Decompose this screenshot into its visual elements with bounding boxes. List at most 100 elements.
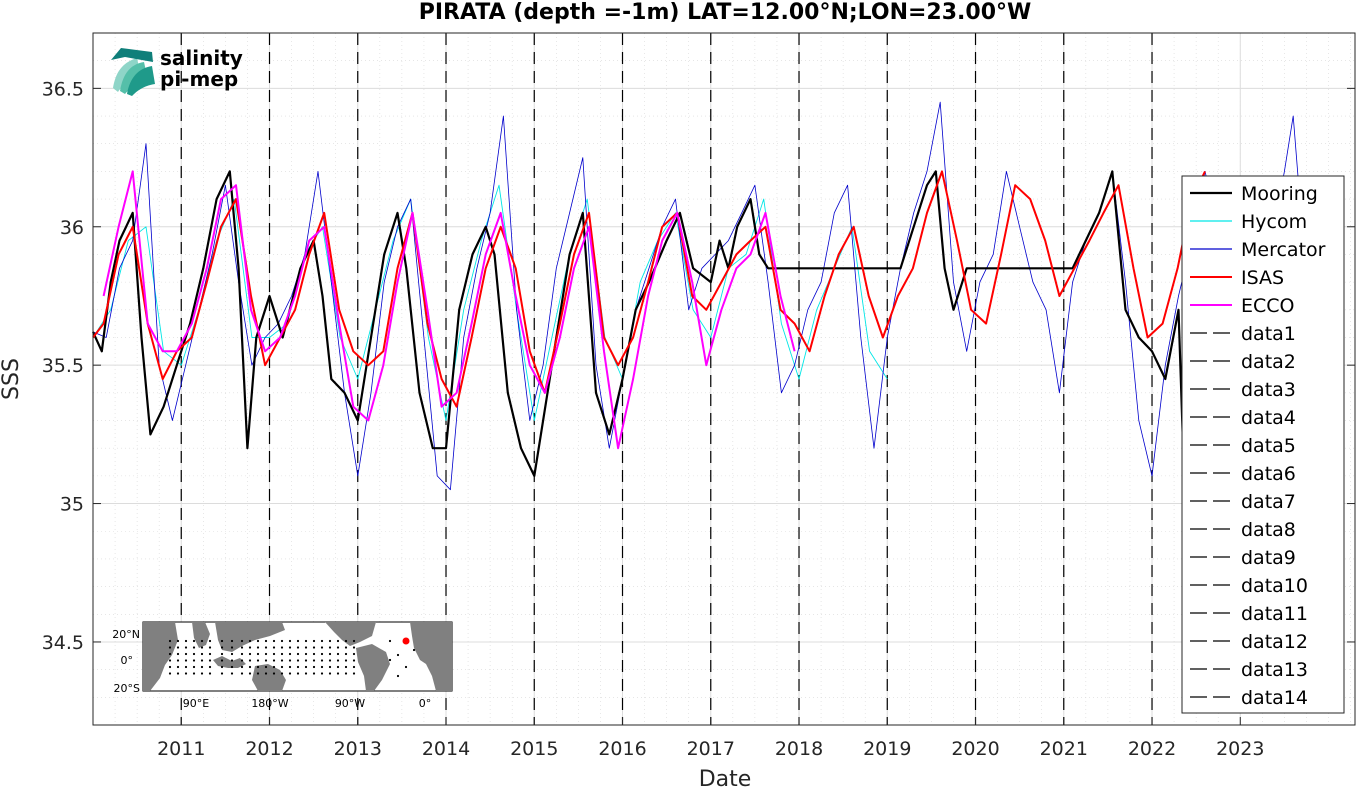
buoy-dot — [272, 672, 276, 675]
inset-lat-labels: 20°N 0° 20°S — [112, 628, 140, 695]
legend-item: ECCO — [1190, 295, 1295, 317]
buoy-dot — [304, 639, 308, 643]
buoy-dot — [388, 658, 392, 662]
buoy-dot — [296, 639, 300, 643]
legend-label: data13 — [1241, 659, 1308, 681]
buoy-dot — [192, 646, 196, 649]
buoy-dot — [272, 652, 276, 656]
logo-wave-icon — [111, 48, 155, 96]
buoy-dot — [320, 672, 324, 675]
buoy-dot — [280, 639, 284, 643]
x-axis-label: Date — [699, 767, 752, 790]
legend-label: data9 — [1241, 547, 1296, 569]
buoy-dot — [256, 672, 260, 675]
legend-label: data6 — [1241, 463, 1296, 485]
buoy-dot — [256, 652, 260, 656]
buoy-dot — [344, 652, 348, 656]
x-tick-label: 2014 — [422, 738, 470, 760]
buoy-dot — [296, 665, 300, 669]
buoy-dot — [184, 652, 188, 656]
buoy-dot — [344, 639, 348, 643]
buoy-dot — [192, 652, 196, 656]
buoy-dot — [220, 665, 224, 669]
legend-item: data8 — [1190, 519, 1296, 541]
buoy-dot — [396, 653, 400, 657]
buoy-dot — [336, 672, 340, 675]
x-tick-label: 2023 — [1216, 738, 1264, 760]
buoy-dot — [304, 665, 308, 669]
buoy-dot — [248, 652, 252, 656]
legend-item: data10 — [1190, 575, 1308, 597]
buoy-dot — [320, 646, 324, 649]
buoy-dot — [336, 665, 340, 669]
legend-label: data14 — [1241, 687, 1308, 709]
buoy-dot — [272, 659, 276, 662]
x-tick-label: 2016 — [598, 738, 646, 760]
legend-label: Mooring — [1241, 183, 1318, 205]
buoy-dot — [176, 639, 180, 643]
buoy-dot — [208, 646, 212, 649]
inset-lat-label: 20°S — [114, 682, 140, 695]
plot-frame — [92, 32, 1356, 726]
selected-location-marker — [402, 637, 410, 645]
legend-label: ISAS — [1241, 267, 1284, 289]
buoy-dot — [352, 665, 356, 669]
inset-map: 20°N 0° 20°S 90°E 180°W 90°W 0° — [112, 621, 453, 710]
x-tick-label: 2015 — [510, 738, 558, 760]
y-tick-label: 36.5 — [42, 78, 84, 100]
legend-label: data4 — [1241, 407, 1296, 429]
buoy-dot — [352, 639, 356, 643]
series-mooring-line — [91, 170, 1189, 573]
buoy-dot — [320, 652, 324, 656]
legend-item: data11 — [1190, 603, 1308, 625]
land-masses — [143, 622, 452, 691]
buoy-dot — [208, 659, 212, 662]
legend-label: data1 — [1241, 323, 1296, 345]
buoy-dot — [168, 646, 172, 649]
x-axis: 2011 2012 2013 2014 2015 2016 2017 2018 2019 2020… — [157, 717, 1264, 760]
buoy-dot — [220, 672, 224, 675]
buoy-dot — [280, 659, 284, 662]
buoy-dot — [352, 672, 356, 675]
buoy-dot — [328, 639, 332, 643]
buoy-dot — [208, 639, 212, 643]
x-tick-label: 2011 — [157, 738, 205, 760]
buoy-dot — [336, 639, 340, 643]
legend-label: data2 — [1241, 351, 1296, 373]
buoy-dot — [168, 659, 172, 662]
legend-item: data5 — [1190, 435, 1296, 457]
salinity-pi-mep-logo: salinity pi-mep — [111, 46, 243, 96]
buoy-dot — [396, 674, 400, 678]
buoy-dot — [264, 672, 268, 675]
buoy-dot — [280, 672, 284, 675]
buoy-dot — [328, 672, 332, 675]
legend-label: data3 — [1241, 379, 1296, 401]
buoy-dot — [256, 665, 260, 669]
legend-item: ISAS — [1190, 267, 1284, 289]
buoy-dot — [288, 652, 292, 656]
buoy-dot — [312, 665, 316, 669]
buoy-dot — [264, 659, 268, 662]
buoy-dot — [344, 665, 348, 669]
legend-items: Mooring Hycom Mercator ISAS ECCO data1 data2 da… — [1190, 183, 1326, 709]
legend: Mooring Hycom Mercator ISAS ECCO data1 data2 da… — [1181, 175, 1345, 714]
buoy-dot — [328, 665, 332, 669]
buoy-dot — [280, 646, 284, 649]
series-layer — [91, 101, 1303, 573]
buoy-dot — [312, 659, 316, 662]
buoy-dot — [352, 646, 356, 649]
inset-lon-label: 0° — [419, 697, 432, 710]
buoy-dot — [304, 659, 308, 662]
buoy-dot — [176, 646, 180, 649]
y-axis: 34.5 35 35.5 36 36.5 — [42, 78, 1355, 654]
buoy-dot — [280, 652, 284, 656]
buoy-dot — [200, 652, 204, 656]
buoy-dot — [200, 639, 204, 643]
series-isas-line — [92, 170, 1206, 408]
buoy-dot — [248, 646, 252, 649]
buoy-dot — [240, 659, 244, 662]
buoy-dot — [328, 659, 332, 662]
series-ecco-line — [102, 170, 796, 450]
buoy-dot — [176, 665, 180, 669]
x-tick-label: 2013 — [334, 738, 382, 760]
